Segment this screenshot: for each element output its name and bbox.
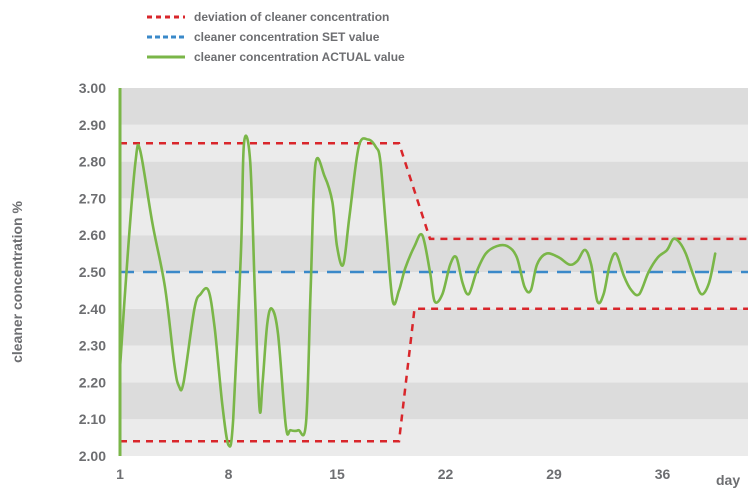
deviation-series — [120, 141, 748, 443]
x-axis-ticks: 1 8 15 22 29 36 — [116, 466, 670, 482]
grid-band — [120, 161, 748, 199]
x-axis-label: day — [716, 472, 740, 488]
actual-value-series — [118, 134, 717, 448]
grid-band — [120, 198, 748, 236]
deviation-line — [120, 141, 748, 241]
y-tick-label: 2.80 — [79, 154, 106, 170]
grid-band — [120, 308, 748, 346]
y-tick-label: 3.00 — [79, 80, 106, 96]
grid-band — [120, 235, 748, 272]
y-axis-ticks: 2.00 2.10 2.20 2.30 2.40 2.50 2.60 2.70 2.80 2.90… — [79, 80, 106, 464]
x-tick-label: 22 — [438, 466, 454, 482]
legend: deviation of cleaner concentration cleane… — [147, 10, 405, 64]
y-axis-label: cleaner concentration % — [9, 201, 25, 363]
grid-band — [120, 88, 748, 125]
y-tick-label: 2.10 — [79, 411, 106, 427]
y-tick-label: 2.70 — [79, 190, 106, 206]
grid-band — [120, 272, 748, 309]
x-tick-label: 15 — [329, 466, 345, 482]
y-tick-label: 2.40 — [79, 301, 106, 317]
y-tick-label: 2.30 — [79, 338, 106, 354]
x-tick-label: 29 — [546, 466, 562, 482]
y-tick-label: 2.00 — [79, 448, 106, 464]
legend-label: cleaner concentration SET value — [194, 30, 380, 44]
x-tick-label: 8 — [225, 466, 233, 482]
y-tick-label: 2.60 — [79, 227, 106, 243]
y-tick-label: 2.90 — [79, 117, 106, 133]
y-tick-label: 2.50 — [79, 264, 106, 280]
actual-value-line — [118, 134, 717, 448]
grid-band — [120, 419, 748, 456]
grid-band — [120, 382, 748, 420]
y-tick-label: 2.20 — [79, 374, 106, 390]
x-tick-label: 36 — [655, 466, 671, 482]
grid-band — [120, 345, 748, 383]
x-tick-label: 1 — [116, 466, 124, 482]
legend-label: cleaner concentration ACTUAL value — [194, 50, 405, 64]
legend-label: deviation of cleaner concentration — [194, 10, 389, 24]
